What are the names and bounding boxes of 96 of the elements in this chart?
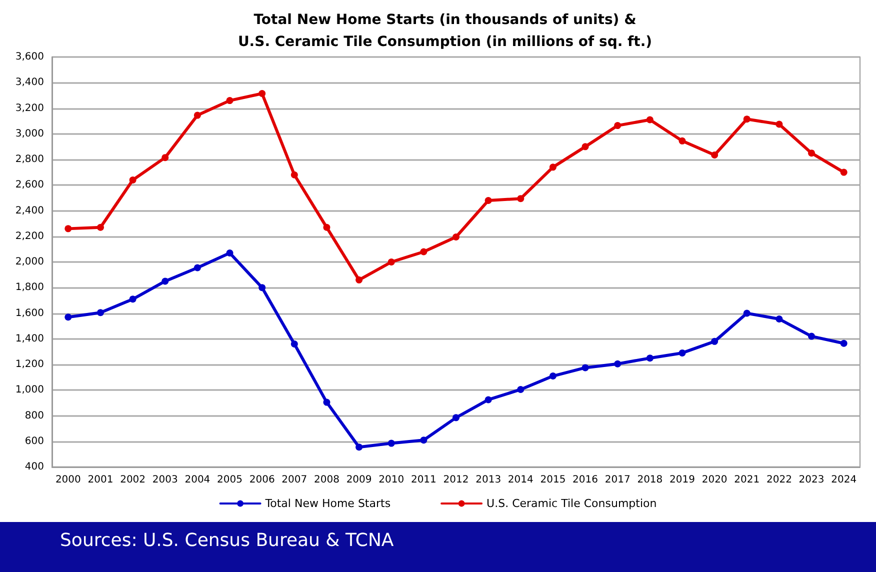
point	[776, 316, 783, 323]
point	[64, 314, 72, 321]
point	[452, 414, 460, 422]
point	[129, 176, 136, 184]
point	[162, 154, 169, 162]
y-tick-label: 2,000	[15, 256, 44, 268]
point	[323, 224, 330, 231]
x-tick-label: 2014	[508, 474, 534, 486]
chart-title: Total New Home Starts (in thousands of units) & U.S. Ceramic Tile Consumption (in millions of sq. ft.)	[238, 12, 652, 50]
point	[226, 97, 234, 104]
y-tick-label: 1,400	[15, 333, 44, 344]
point	[517, 386, 524, 393]
point	[614, 122, 622, 130]
point	[388, 440, 395, 447]
x-tick-label: 2017	[604, 474, 630, 486]
x-tick-label: 2018	[637, 474, 663, 486]
x-tick-label: 2000	[55, 474, 81, 486]
point	[388, 258, 395, 266]
y-tick-label: 1,600	[15, 308, 44, 319]
point	[614, 360, 622, 368]
point	[840, 168, 848, 176]
point	[420, 436, 428, 444]
x-tick-label: 2019	[670, 474, 695, 486]
x-tick-label: 2013	[476, 474, 502, 486]
x-tick-label: 2004	[184, 474, 210, 486]
x-tick-label: 2011	[410, 474, 436, 486]
point	[484, 396, 492, 404]
point	[808, 150, 816, 157]
y-tick-label: 2,400	[15, 205, 44, 216]
x-tick-label: 2001	[88, 474, 114, 486]
point	[646, 116, 654, 124]
y-tick-label: 2,600	[15, 180, 44, 191]
point	[290, 340, 298, 348]
y-tick-label: 2,800	[15, 154, 44, 165]
point	[646, 354, 654, 362]
point	[96, 224, 104, 231]
legend-label: Total New Home Starts	[264, 497, 391, 510]
x-tick-label: 2024	[831, 474, 857, 486]
x-tick-label: 2007	[282, 474, 308, 486]
point	[484, 197, 492, 204]
point	[776, 120, 783, 128]
point	[420, 248, 428, 256]
y-tick-label: 3,400	[15, 77, 44, 88]
point	[323, 398, 330, 406]
point	[840, 340, 848, 347]
point	[743, 310, 750, 317]
point	[549, 164, 556, 171]
x-tick-label: 2003	[152, 474, 178, 486]
x-tick-label: 2023	[798, 474, 824, 486]
point	[549, 372, 556, 380]
point	[162, 278, 169, 285]
point	[711, 152, 718, 159]
point	[356, 444, 363, 451]
point	[194, 112, 201, 119]
point	[290, 171, 298, 178]
y-tick-label: 400	[24, 462, 44, 472]
y-tick-label: 3,200	[15, 102, 44, 114]
point	[517, 195, 524, 202]
point	[678, 137, 686, 144]
point	[194, 264, 201, 272]
x-tick-label: 2002	[120, 474, 146, 486]
x-tick-label: 2006	[249, 474, 275, 486]
source-note: Sources: U.S. Census Bureau & TCNA	[60, 530, 394, 551]
point	[743, 116, 750, 123]
point	[808, 332, 816, 340]
point	[96, 309, 104, 316]
point	[226, 250, 234, 257]
y-tick-label: 1,800	[15, 282, 44, 294]
point	[711, 338, 718, 345]
x-tick-label: 2016	[572, 474, 598, 486]
legend-label: U.S. Ceramic Tile Consumption	[486, 497, 657, 510]
y-tick-label: 1,000	[15, 384, 44, 396]
y-tick-label: 3,600	[15, 52, 44, 62]
x-tick-label: 2010	[378, 474, 404, 486]
y-tick-label: 1,200	[15, 359, 44, 370]
x-tick-label: 2022	[766, 474, 792, 486]
x-tick-label: 2005	[217, 474, 242, 486]
point	[582, 364, 589, 372]
point	[356, 276, 363, 284]
x-tick-label: 2021	[734, 474, 760, 486]
point	[129, 296, 136, 303]
y-tick-label: 800	[24, 410, 44, 422]
point	[678, 349, 686, 356]
x-tick-label: 2009	[346, 474, 372, 486]
point	[582, 143, 589, 150]
point	[258, 90, 266, 98]
point	[64, 225, 72, 232]
y-tick-label: 2,200	[15, 230, 44, 242]
point	[258, 284, 266, 292]
x-tick-label: 2015	[540, 474, 566, 486]
x-tick-label: 2012	[443, 474, 469, 486]
point	[452, 234, 460, 241]
y-tick-label: 3,000	[15, 128, 44, 140]
y-tick-label: 600	[24, 436, 44, 447]
x-tick-label: 2020	[702, 474, 728, 486]
x-tick-label: 2008	[314, 474, 340, 486]
